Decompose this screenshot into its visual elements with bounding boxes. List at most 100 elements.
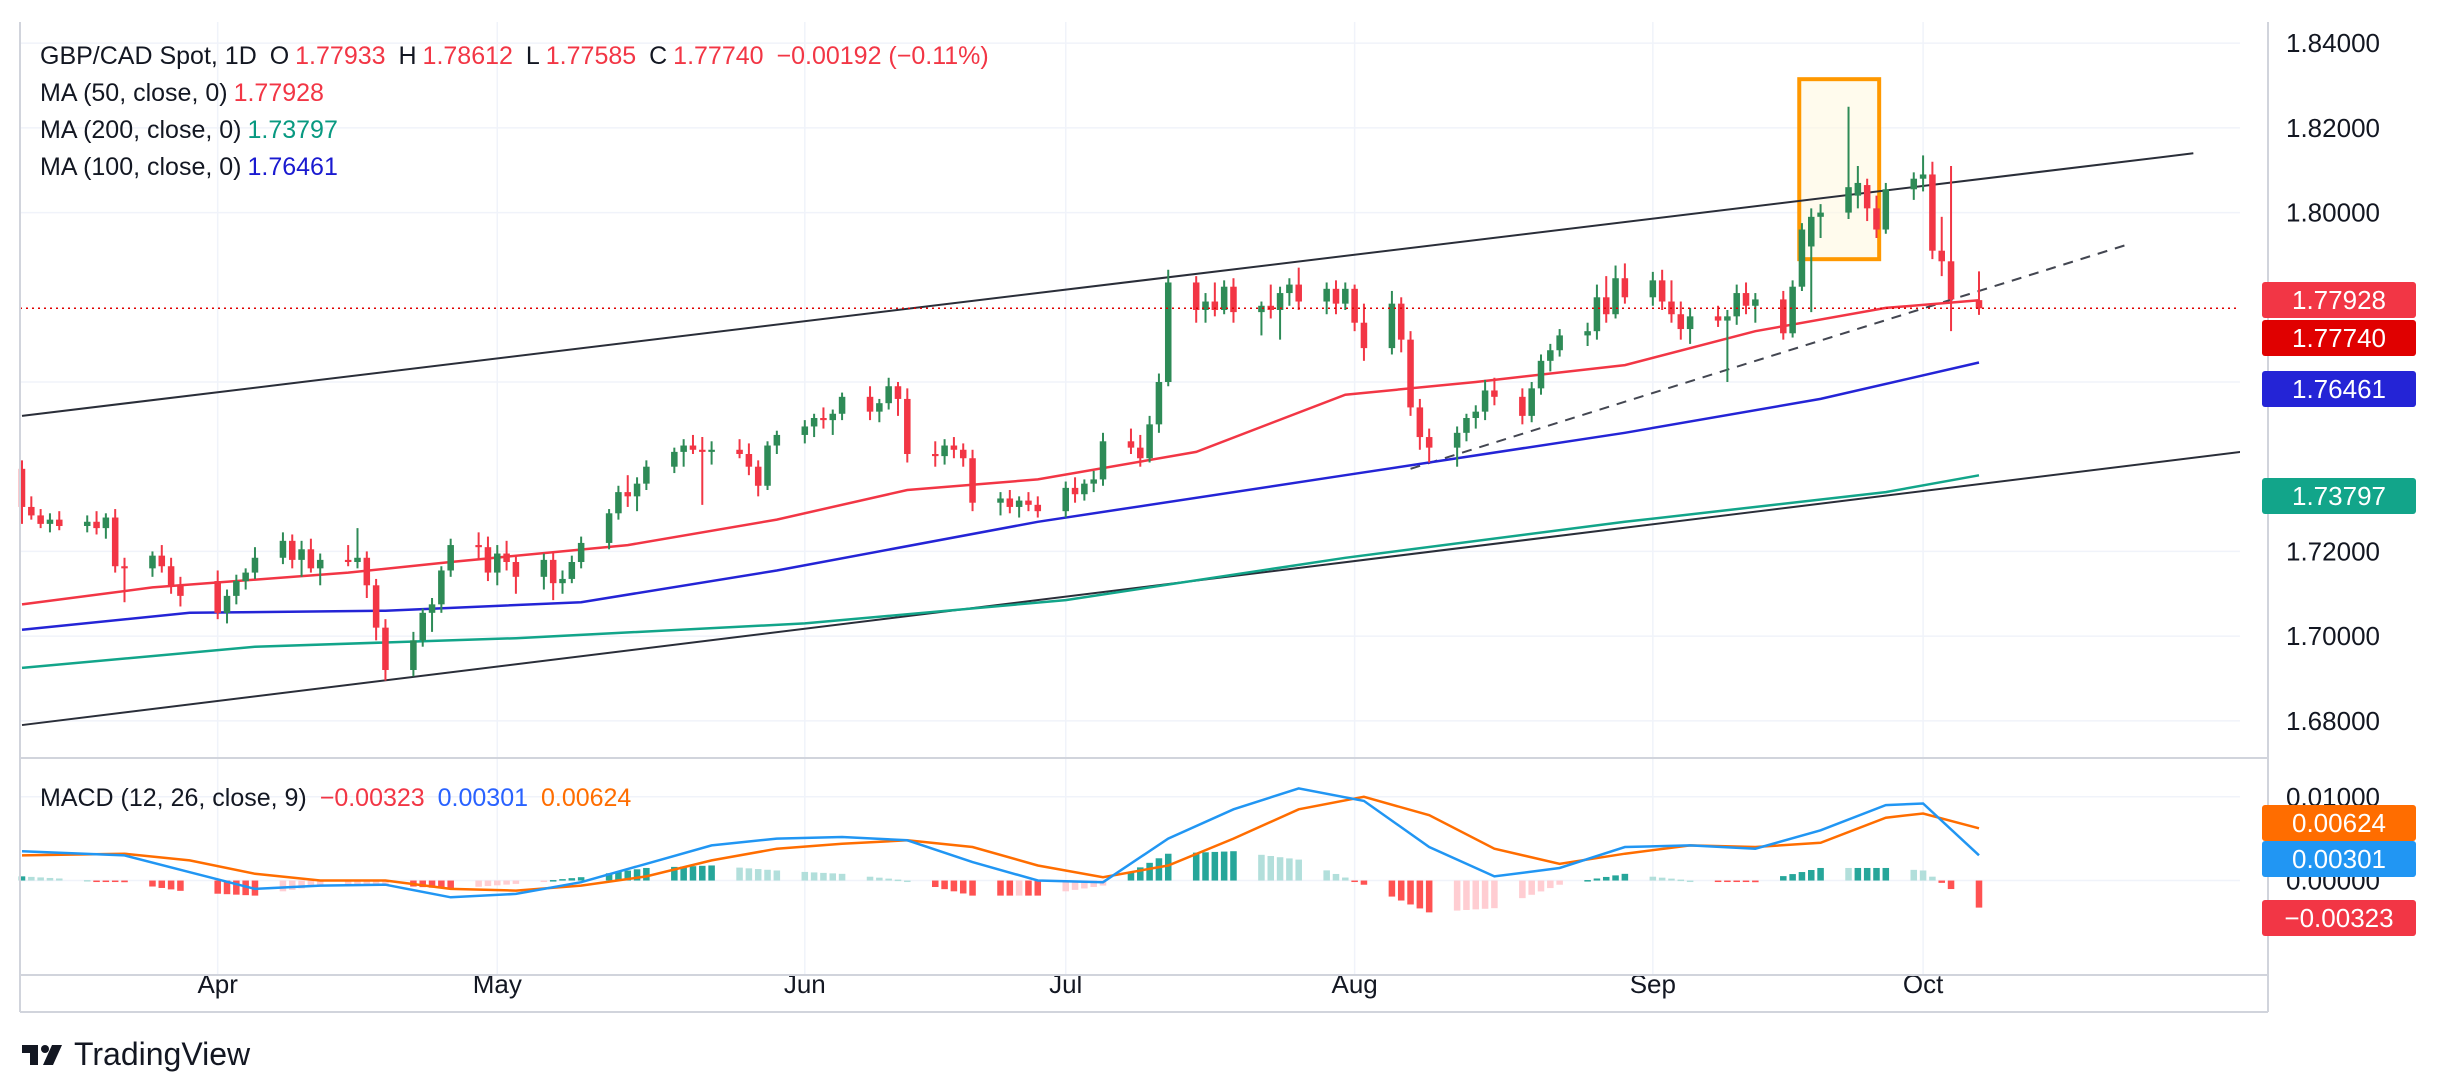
time-axis-label: Jul: [1049, 969, 1082, 999]
macd-histogram-bar: [242, 880, 249, 896]
macd-histogram-bar: [1947, 880, 1955, 890]
candle-body-up: [1593, 297, 1601, 332]
candle-body-down: [894, 386, 902, 399]
macd-histogram-bar: [866, 876, 874, 881]
candle-body-up: [680, 445, 687, 452]
candle-body-up: [1453, 432, 1461, 448]
candle-body-up: [633, 483, 641, 497]
candle-body-up: [643, 466, 650, 484]
time-axis-label: Sep: [1630, 969, 1676, 999]
candle-body-down: [1863, 185, 1871, 209]
macd-histogram-bar: [354, 880, 361, 886]
candle-body-up: [997, 498, 1004, 503]
macd-histogram-bar: [167, 880, 175, 890]
ma200-value: 1.73797: [247, 116, 338, 144]
candle-body-down: [1519, 396, 1526, 416]
moving-averages: [21, 299, 1980, 670]
macd-histogram-bar: [428, 880, 436, 888]
candle-body-down: [1677, 314, 1685, 330]
macd-histogram-bar: [344, 880, 352, 886]
macd-histogram-bar: [1938, 880, 1945, 883]
macd-histogram-bar: [1752, 880, 1759, 883]
candle-body-up: [577, 542, 585, 562]
candle-body-down: [754, 466, 762, 486]
price-axis-tick: 1.84000: [2286, 28, 2380, 58]
macd-histogram-bar: [1034, 880, 1042, 896]
candle-body-up: [615, 492, 622, 514]
candle-body-up: [1463, 418, 1470, 433]
candle-body-up: [316, 559, 324, 569]
candle-body-down: [93, 521, 100, 529]
macd-histogram-bar: [93, 880, 100, 883]
macd-histogram-bar: [1658, 877, 1666, 881]
macd-histogram-bar: [1202, 852, 1209, 881]
candle-body-up: [447, 545, 454, 571]
candle-body-up: [605, 513, 613, 543]
macd-histogram-bar: [904, 880, 911, 883]
macd-histogram-bar: [1276, 857, 1284, 881]
macd-histogram-bar: [223, 880, 231, 895]
candle-body-down: [932, 454, 939, 457]
macd-histogram-bar: [1677, 879, 1685, 882]
candle-body-down: [1621, 278, 1629, 298]
candle-body-up: [1276, 293, 1284, 310]
candle-body-up: [1258, 305, 1265, 313]
histogram-value-tag: [2262, 900, 2416, 936]
macd-pane: [18, 787, 1983, 913]
macd-histogram-bar: [1164, 853, 1172, 881]
candle-body-down: [344, 559, 352, 562]
macd-histogram-bar: [708, 865, 715, 881]
candle-body-up: [298, 549, 305, 560]
macd-histogram-bar: [540, 880, 548, 883]
macd-histogram-bar: [1556, 880, 1563, 885]
candle-body-up: [1286, 284, 1293, 294]
macd-histogram-bar: [876, 877, 883, 881]
candle-body-up: [1220, 286, 1228, 310]
macd-histogram-bar: [1621, 873, 1629, 881]
candle-body-down: [484, 547, 492, 573]
ohlc-legend: GBP/CAD Spot, 1D O 1.77933 H 1.78612 L 1.77…: [40, 38, 995, 75]
candle-body-down: [1602, 297, 1610, 315]
macd-histogram-bar: [111, 880, 119, 883]
macd-histogram-bar: [1342, 877, 1349, 881]
candle-body-up: [1342, 288, 1349, 304]
candle-body-down: [1360, 322, 1368, 349]
tradingview-logo[interactable]: TradingView: [22, 1036, 250, 1073]
macd-legend: MACD (12, 26, close, 9) −0.00323 0.00301…: [40, 780, 637, 817]
macd-histogram-bar: [419, 880, 426, 888]
macd-histogram-bar: [549, 880, 557, 882]
candle-body-up: [419, 612, 426, 641]
candle-body-up: [568, 562, 576, 579]
macd-histogram-bar: [1714, 880, 1722, 883]
histogram-value-tag-label: −0.00323: [2284, 903, 2393, 933]
macd-histogram-bar: [512, 880, 520, 884]
candle-body-up: [559, 578, 566, 584]
candle-body-down: [1407, 339, 1414, 408]
candle-body-up: [1323, 288, 1330, 302]
high-value: 1.78612: [422, 42, 513, 70]
candle-body-up: [773, 434, 781, 446]
macd-histogram-bar: [997, 880, 1004, 896]
candle-body-down: [699, 449, 706, 452]
candle-body-down: [1230, 286, 1237, 313]
macd-histogram-bar: [177, 880, 184, 891]
macd-histogram-bar: [745, 868, 753, 881]
time-axis-label: Aug: [1331, 969, 1377, 999]
macd-histogram-bar: [643, 867, 650, 881]
candle-body-up: [885, 386, 892, 404]
candle-body-up: [708, 449, 715, 452]
macd-histogram-bar: [1724, 880, 1731, 883]
candle-body-down: [1137, 447, 1144, 459]
macd-histogram-bar: [1863, 867, 1871, 881]
candle-body-down: [503, 553, 510, 562]
candle-body-down: [214, 581, 221, 613]
macd-histogram-bar: [1025, 880, 1032, 896]
macd-histogram-bar: [1323, 870, 1330, 881]
macd-histogram-bar: [885, 878, 892, 881]
low-value: 1.77585: [545, 42, 637, 70]
ma100-price-tag: [2262, 371, 2416, 407]
macd-histogram-bar: [1817, 867, 1824, 881]
high-label: H: [398, 42, 417, 70]
macd-histogram-bar: [1780, 876, 1787, 881]
